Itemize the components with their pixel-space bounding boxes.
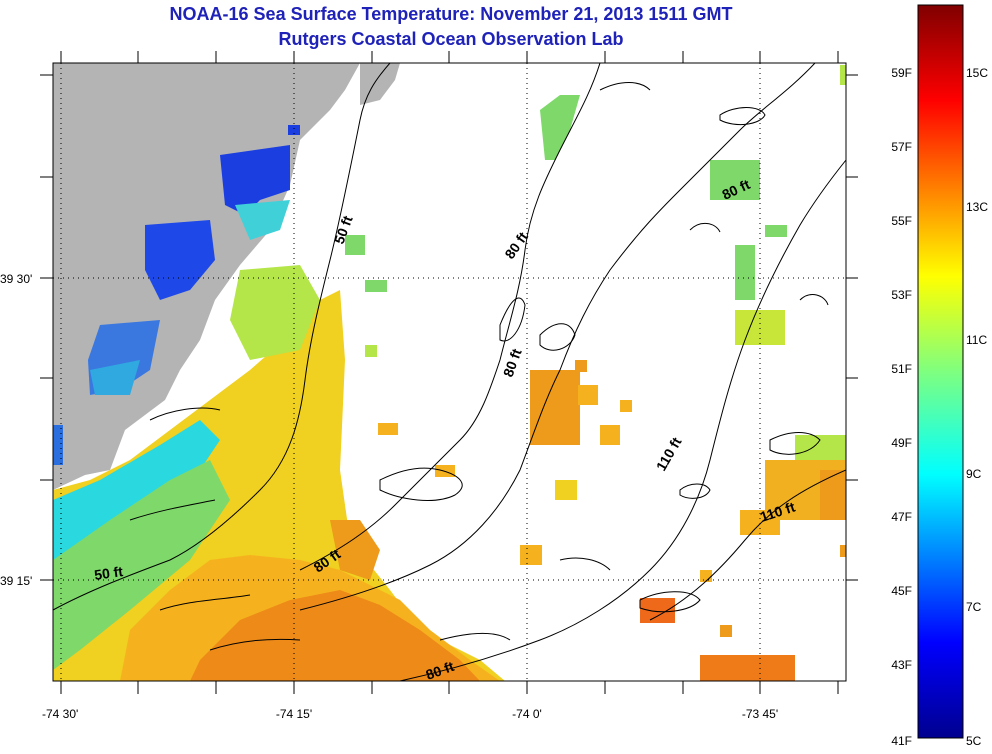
- colorbar-label-c: 5C: [966, 734, 982, 748]
- colorbar-label-c: 9C: [966, 467, 982, 481]
- y-tick-label: 39 30': [0, 272, 32, 286]
- bathymetry-contours: [53, 63, 846, 681]
- tick-marks: [40, 51, 858, 694]
- map-title: NOAA-16 Sea Surface Temperature: Novembe…: [169, 4, 733, 24]
- map-plot-area: 50 ft 50 ft 80 ft 80 ft 80 ft 80 ft 80 f…: [53, 63, 846, 681]
- colorbar-label-f: 49F: [891, 436, 912, 450]
- coastal-blue-waters: [53, 125, 300, 465]
- x-tick-label: -74 0': [512, 707, 542, 721]
- gridlines: [53, 63, 846, 681]
- axis-labels: -74 30' -74 15' -74 0' -73 45' 39 30' 39…: [0, 272, 778, 721]
- sst-field: [53, 65, 846, 681]
- map-subtitle: Rutgers Coastal Ocean Observation Lab: [278, 29, 624, 49]
- colorbar-label-f: 55F: [891, 214, 912, 228]
- colorbar: [917, 4, 964, 739]
- contour-label: 50 ft: [93, 563, 124, 583]
- colorbar-label-f: 47F: [891, 510, 912, 524]
- y-tick-label: 39 15': [0, 574, 32, 588]
- colorbar-label-f: 59F: [891, 66, 912, 80]
- colorbar-label-c: 11C: [966, 333, 987, 347]
- colorbar-label-f: 51F: [891, 362, 912, 376]
- colorbar-label-f: 45F: [891, 584, 912, 598]
- x-tick-label: -74 30': [42, 707, 78, 721]
- colorbar-fahrenheit-labels: 59F 57F 55F 53F 51F 49F 47F 45F 43F 41F: [891, 66, 912, 748]
- colorbar-label-f: 43F: [891, 658, 912, 672]
- colorbar-label-f: 57F: [891, 140, 912, 154]
- colorbar-celsius-labels: 15C 13C 11C 9C 7C 5C: [966, 66, 988, 748]
- colorbar-label-f: 53F: [891, 288, 912, 302]
- x-tick-label: -73 45': [742, 707, 778, 721]
- colorbar-label-c: 7C: [966, 600, 982, 614]
- x-tick-label: -74 15': [276, 707, 312, 721]
- colorbar-label-f: 41F: [891, 734, 912, 748]
- colorbar-label-c: 15C: [966, 66, 988, 80]
- colorbar-label-c: 13C: [966, 200, 988, 214]
